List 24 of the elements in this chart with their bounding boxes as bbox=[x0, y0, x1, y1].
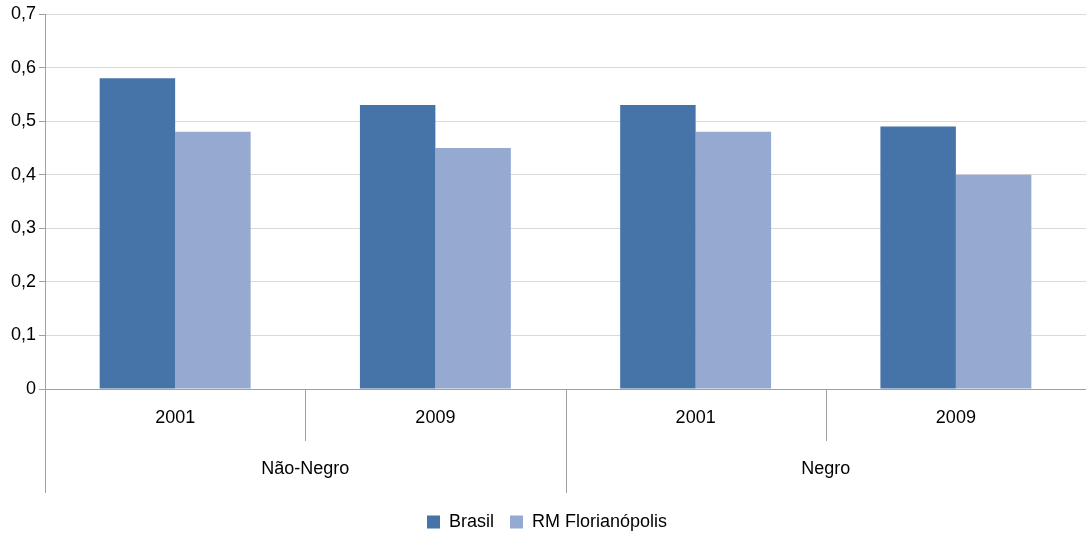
x-tick-label: 2001 bbox=[675, 406, 716, 427]
bar bbox=[175, 131, 251, 389]
x-tick-label: 2009 bbox=[935, 406, 976, 427]
bar bbox=[359, 105, 436, 389]
x-tick-label: 2009 bbox=[415, 406, 456, 427]
legend-label: Brasil bbox=[448, 510, 494, 531]
bar bbox=[695, 131, 772, 389]
y-tick-label: 0,6 bbox=[10, 56, 37, 77]
bar bbox=[620, 105, 696, 389]
bar bbox=[955, 174, 1032, 389]
y-tick-label: 0,5 bbox=[10, 110, 37, 131]
bar bbox=[880, 126, 956, 389]
y-tick-label: 0,2 bbox=[10, 270, 37, 291]
x-tick-label: 2001 bbox=[155, 406, 196, 427]
bar bbox=[99, 78, 176, 389]
text: Negro bbox=[801, 457, 851, 478]
y-tick-label: 0,4 bbox=[10, 163, 37, 184]
y-tick-label: 0,3 bbox=[10, 217, 37, 238]
y-tick-label: 0,1 bbox=[10, 324, 37, 345]
bar bbox=[435, 147, 511, 389]
y-tick-label: 0 bbox=[26, 377, 37, 398]
legend-label: RM Florianópolis bbox=[531, 510, 668, 531]
text: Não-Negro bbox=[261, 457, 350, 478]
y-tick-label: 0,7 bbox=[10, 2, 37, 23]
